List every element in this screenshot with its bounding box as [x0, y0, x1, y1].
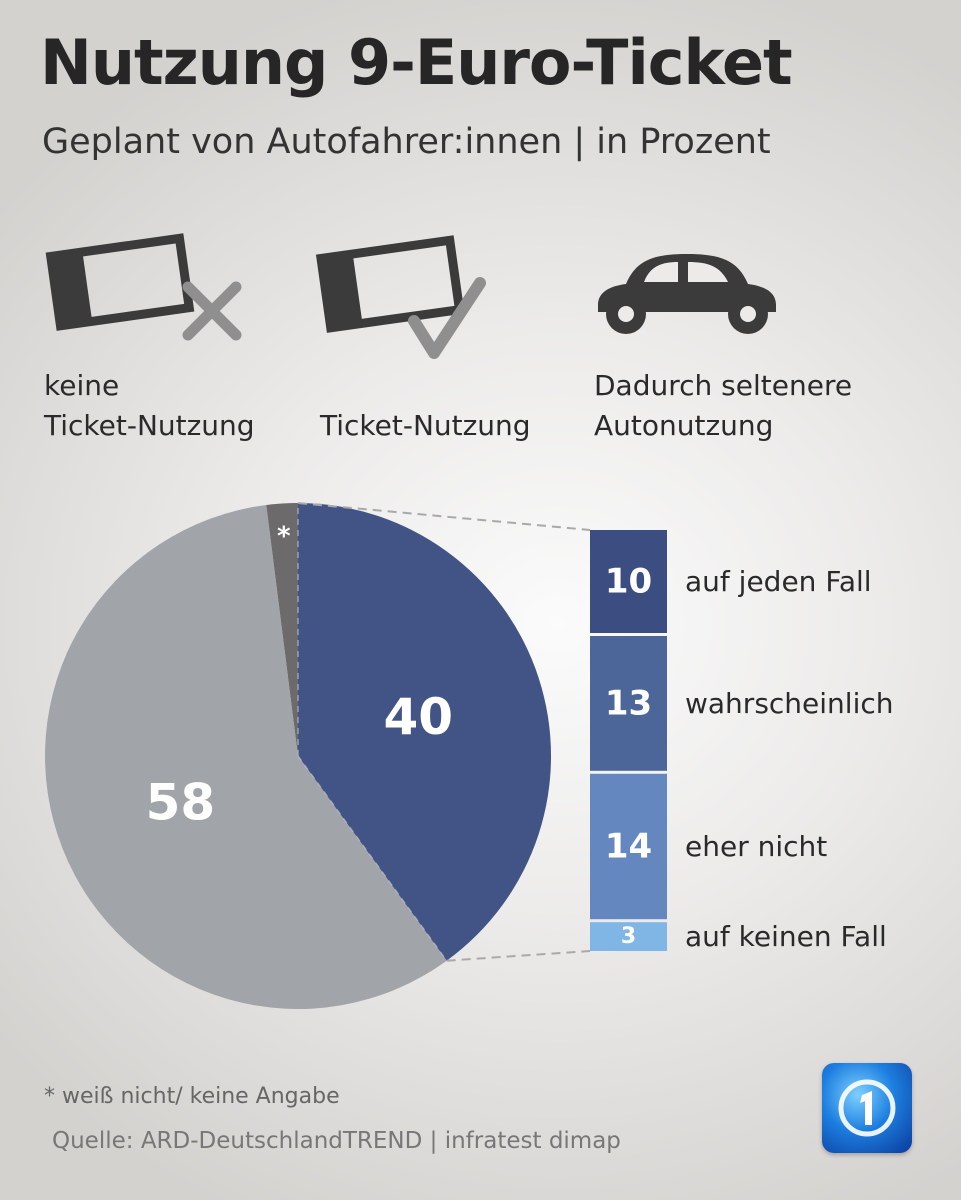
bar-value-label-1: 13	[605, 683, 652, 723]
pie-slice-2	[266, 503, 298, 756]
chart-title: Nutzung 9-Euro-Ticket	[40, 26, 793, 99]
bar-segment-3	[590, 922, 667, 951]
pie-slice-1	[45, 505, 447, 1010]
slice-edge-line-1	[297, 755, 448, 962]
ard-logo	[822, 1063, 912, 1153]
legend-label-ticket: Ticket-Nutzung	[320, 409, 531, 442]
bar-value-label-2: 14	[605, 827, 652, 867]
bar-category-label-2: eher nicht	[685, 830, 827, 863]
legend-label-less-car: Dadurch seltenere Autonutzung	[594, 369, 853, 442]
bar-value-label-3: 3	[621, 924, 636, 949]
bar-segment-0	[590, 530, 667, 633]
ticket-check-icon	[315, 235, 486, 359]
bar-segment-2	[590, 773, 667, 920]
pie-value-label-0: 40	[384, 688, 454, 746]
footnote: * weiß nicht/ keine Angabe	[44, 1084, 340, 1109]
pie-slice-0	[298, 503, 552, 961]
pie-value-label-2: *	[277, 521, 291, 551]
pie-chart: 40 58 *	[45, 503, 552, 1010]
connector-line-0	[297, 502, 591, 531]
connector-lines	[297, 502, 591, 962]
bar-value-label-0: 10	[605, 562, 652, 602]
bar-category-label-3: auf keinen Fall	[685, 920, 887, 953]
ard-one-icon	[838, 1079, 896, 1137]
stacked-bar-chart: 10 auf jeden Fall 13 wahrscheinlich 14 eher n…	[590, 530, 894, 953]
bar-category-label-0: auf jeden Fall	[685, 565, 872, 598]
chart-subtitle: Geplant von Autofahrer:innen | in Prozen…	[42, 122, 771, 162]
legend-label-no-ticket: keine Ticket-Nutzung	[44, 369, 255, 442]
car-icon	[598, 254, 776, 334]
pie-value-label-1: 58	[146, 774, 216, 832]
chart-area: 40 58 * 10 auf jeden Fall 13 wahrscheinlich 14…	[45, 502, 894, 1010]
source-note: Quelle: ARD-DeutschlandTREND | infratest…	[52, 1128, 621, 1154]
bar-segment-1	[590, 636, 667, 771]
connector-line-1	[446, 950, 591, 962]
ticket-cross-icon	[45, 233, 242, 341]
bar-category-label-1: wahrscheinlich	[685, 687, 894, 720]
